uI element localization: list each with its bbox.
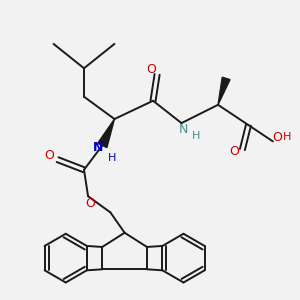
Polygon shape bbox=[218, 77, 230, 105]
Text: O: O bbox=[85, 197, 95, 210]
Text: O: O bbox=[272, 131, 282, 144]
Text: H: H bbox=[283, 132, 291, 142]
Text: N: N bbox=[179, 123, 188, 136]
Text: O: O bbox=[44, 149, 54, 162]
Text: H: H bbox=[191, 131, 200, 141]
Polygon shape bbox=[98, 119, 115, 148]
Text: O: O bbox=[229, 145, 239, 158]
Text: O: O bbox=[146, 63, 156, 76]
Text: H: H bbox=[108, 153, 117, 163]
Text: N: N bbox=[93, 141, 104, 154]
